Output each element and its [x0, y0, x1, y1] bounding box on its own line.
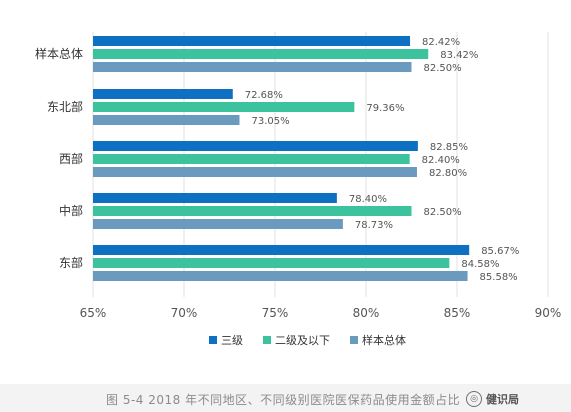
figure-caption: 图 5-4 2018 年不同地区、不同级别医院医保药品使用金额占比: [106, 393, 461, 407]
bar-chart-svg: 65% 70% 75% 80% 85% 90% 样本总体 82.42% 83.42% 82.50%…: [35, 32, 562, 347]
legend-swatch: [350, 336, 358, 344]
x-tick-label: 70%: [171, 306, 198, 320]
x-tick-label: 85%: [444, 306, 471, 320]
data-label: 79.36%: [366, 103, 404, 114]
bar: [93, 167, 417, 177]
watermark: ◎ 健识局: [466, 391, 519, 407]
legend-label: 样本总体: [362, 333, 406, 347]
bar: [93, 102, 355, 112]
bar: [93, 154, 410, 164]
data-label: 82.85%: [430, 142, 468, 153]
bar: [93, 219, 343, 229]
watermark-badge-icon: ◎: [466, 391, 482, 407]
bar: [93, 115, 240, 125]
bar: [93, 271, 468, 281]
data-label: 85.67%: [481, 246, 519, 257]
x-tick-label: 90%: [535, 306, 562, 320]
watermark-text: 健识局: [486, 393, 519, 406]
data-label: 73.05%: [252, 116, 290, 127]
category-label: 东北部: [47, 99, 83, 114]
data-label: 78.73%: [355, 220, 393, 231]
data-label: 78.40%: [349, 194, 387, 205]
data-label: 85.58%: [480, 272, 518, 283]
legend-swatch: [263, 336, 271, 344]
data-label: 82.80%: [429, 168, 467, 179]
bar: [93, 258, 450, 268]
bar: [93, 193, 337, 203]
data-label: 72.68%: [245, 90, 283, 101]
legend-label: 二级及以下: [275, 334, 330, 347]
x-tick-label: 75%: [262, 306, 289, 320]
legend-swatch: [209, 336, 217, 344]
bar: [93, 245, 470, 255]
data-label: 82.50%: [424, 207, 462, 218]
category-label: 样本总体: [35, 46, 83, 61]
legend-label: 三级: [221, 334, 243, 347]
data-label: 82.42%: [422, 37, 460, 48]
x-tick-label: 65%: [80, 306, 107, 320]
bar: [93, 206, 412, 216]
category-label: 西部: [59, 151, 83, 166]
data-label: 82.40%: [422, 155, 460, 166]
bar: [93, 62, 412, 72]
bar: [93, 36, 411, 46]
category-label: 中部: [59, 203, 83, 218]
category-label: 东部: [59, 255, 83, 270]
bar: [93, 49, 429, 59]
data-label: 83.42%: [440, 50, 478, 61]
data-label: 84.58%: [461, 259, 499, 270]
bar: [93, 89, 233, 99]
bar: [93, 141, 418, 151]
x-tick-label: 80%: [353, 306, 380, 320]
data-label: 82.50%: [424, 63, 462, 74]
